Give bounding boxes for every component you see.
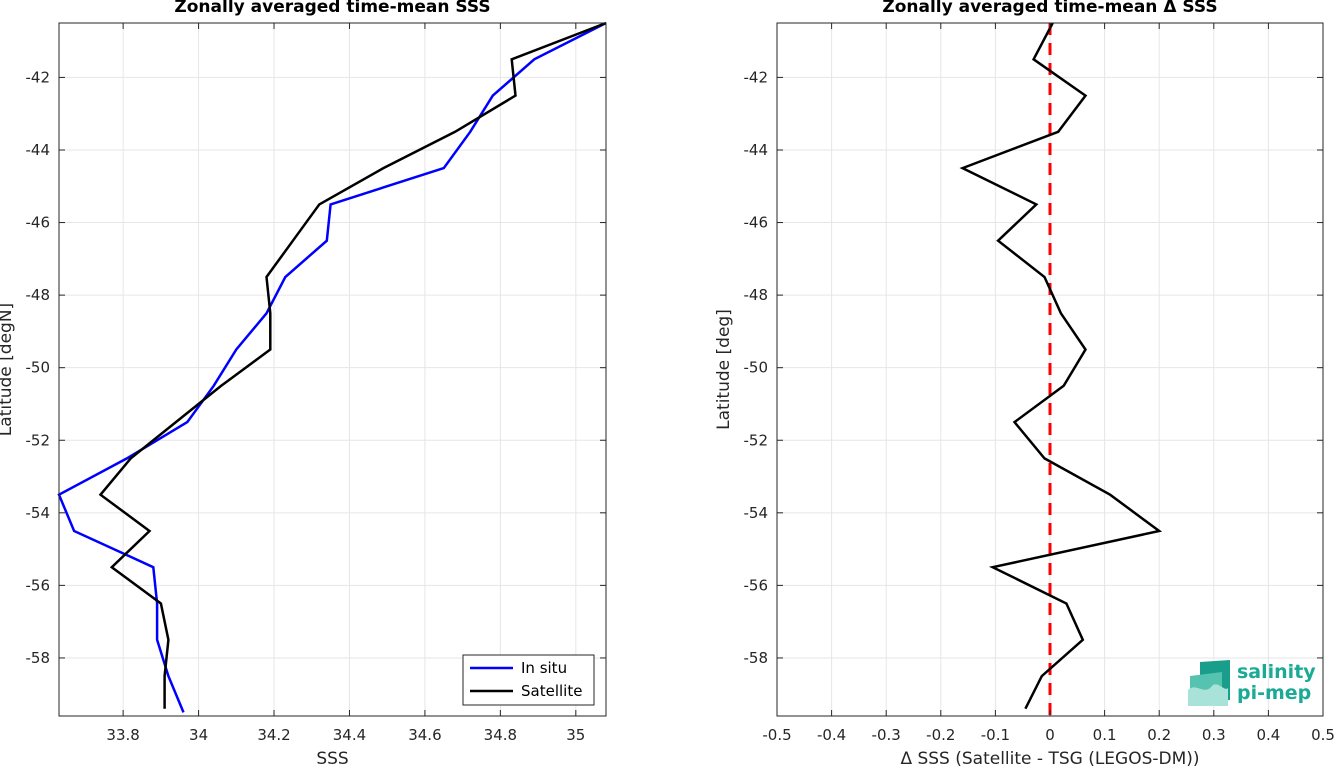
x-tick-label: 0.3 — [1202, 726, 1226, 744]
logo-text-pi-mep: pi-mep — [1237, 682, 1311, 704]
x-tick-label: 34 — [189, 726, 208, 744]
axes-frame — [58, 22, 607, 717]
x-tick-label: 34.2 — [257, 726, 290, 744]
y-tick-label: -56 — [26, 576, 51, 594]
y-tick-label: -50 — [744, 359, 769, 377]
legend-label-satellite: Satellite — [521, 682, 582, 700]
series-line-in-situ — [57, 21, 607, 713]
plot-area — [59, 23, 606, 716]
y-axis-label: Latitude [deg] — [714, 309, 734, 430]
x-tick-label: 33.8 — [106, 726, 139, 744]
x-tick-label: 0 — [1045, 726, 1055, 744]
y-tick-label: -50 — [26, 359, 51, 377]
legend-box — [462, 654, 595, 706]
y-tick-label: -52 — [26, 431, 51, 449]
y-tick-label: -58 — [744, 649, 769, 667]
y-tick-label: -46 — [744, 214, 769, 232]
y-tick-label: -44 — [744, 141, 769, 159]
y-tick-label: -54 — [744, 504, 769, 522]
legend-label-in-situ: In situ — [521, 659, 567, 677]
x-tick-label: 0.4 — [1256, 726, 1280, 744]
x-tick-label: 35 — [566, 726, 585, 744]
y-tick-label: -56 — [744, 576, 769, 594]
x-tick-label: -0.1 — [981, 726, 1010, 744]
chart-title: Zonally averaged time-mean Δ SSS — [882, 0, 1217, 17]
series-line-satellite — [98, 21, 607, 709]
x-axis-label: Δ SSS (Satellite - TSG (LEGOS-DM)) — [900, 749, 1199, 769]
delta-sss-panel: -0.5 -0.4 -0.3 -0.2 -0.1 0 0.1 0.2 0.3 0.4 0.5 -58 -… — [714, 0, 1335, 769]
x-tick-label: 0.2 — [1147, 726, 1171, 744]
x-tick-label: 34.8 — [484, 726, 517, 744]
series-line-series-0 — [959, 22, 1163, 710]
legend: In situ Satellite — [462, 654, 595, 706]
logo-text-salinity: salinity — [1237, 661, 1316, 683]
y-tick-label: -52 — [744, 431, 769, 449]
x-tick-label: 34.6 — [408, 726, 441, 744]
logo-wave-icon — [1188, 660, 1230, 706]
x-tick-label: 34.4 — [333, 726, 366, 744]
y-tick-label: -44 — [26, 141, 51, 159]
x-tick-label: 0.5 — [1311, 726, 1335, 744]
sss-panel: 33.8 34 34.2 34.4 34.6 34.8 35 -58 -56 -54 -52 -50 -… — [0, 0, 607, 769]
y-axis-label: Latitude [degN] — [0, 303, 16, 436]
x-tick-label: 0.1 — [1093, 726, 1117, 744]
y-tick-label: -42 — [26, 68, 51, 86]
x-tick-label: -0.3 — [872, 726, 901, 744]
y-tick-label: -54 — [26, 504, 51, 522]
y-tick-label: -42 — [744, 68, 769, 86]
x-tick-label: -0.2 — [926, 726, 955, 744]
chart-title: Zonally averaged time-mean SSS — [174, 0, 490, 17]
y-tick-label: -58 — [26, 649, 51, 667]
y-tick-label: -48 — [26, 286, 51, 304]
salinity-pi-mep-logo: salinity pi-mep — [1188, 660, 1316, 706]
y-tick-label: -48 — [744, 286, 769, 304]
y-tick-label: -46 — [26, 214, 51, 232]
x-tick-label: -0.5 — [762, 726, 791, 744]
x-axis-label: SSS — [316, 749, 348, 769]
x-tick-label: -0.4 — [817, 726, 846, 744]
